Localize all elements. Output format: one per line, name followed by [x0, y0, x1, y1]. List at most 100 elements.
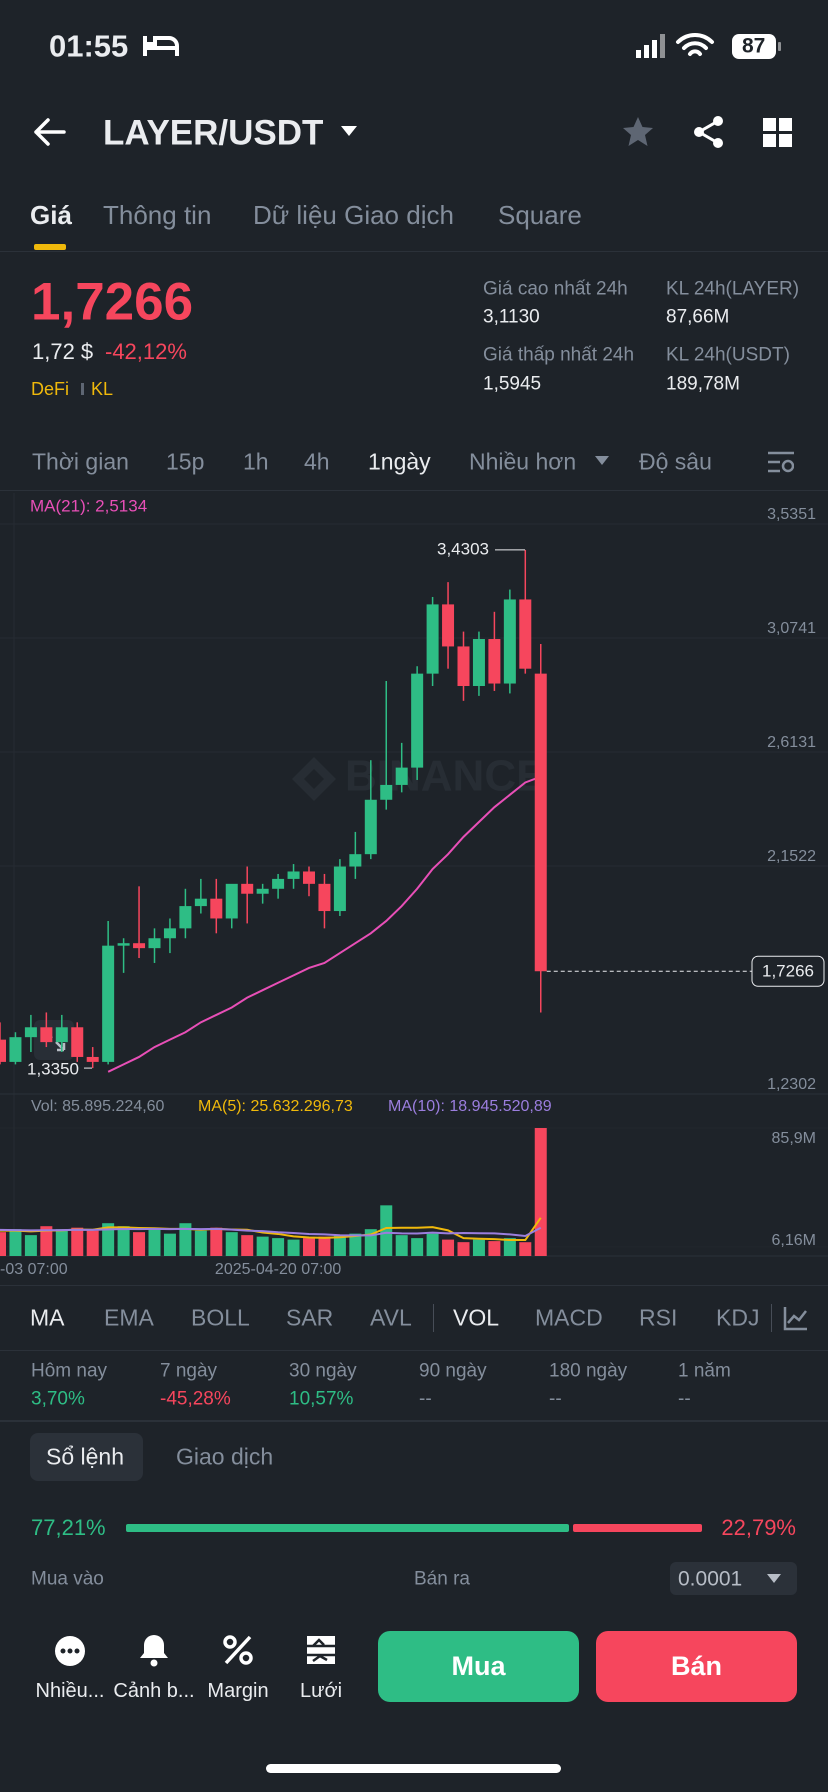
last-price-label: 1,7266 [762, 962, 814, 981]
y-tick-label: 6,16M [772, 1232, 816, 1249]
buy-button[interactable]: Mua [378, 1631, 579, 1702]
volume-bar [380, 1205, 393, 1256]
order-tab-bg[interactable] [30, 1433, 143, 1481]
stat-value: 1,5945 [483, 373, 542, 395]
volume-ma-line [0, 1226, 542, 1238]
precision-value[interactable]: 0.0001 [678, 1567, 743, 1591]
tab[interactable]: Thông tin [103, 200, 212, 230]
nav-label[interactable]: Cảnh b... [113, 1680, 195, 1702]
tab-indicator [34, 244, 66, 250]
candle-body [272, 878, 285, 889]
divider [0, 490, 828, 491]
volume-bar [241, 1235, 254, 1256]
x-tick-label: 2025-04-20 07:00 [215, 1261, 341, 1278]
candle-body [457, 646, 470, 687]
volume-bar [472, 1239, 485, 1256]
candle-body [86, 1056, 99, 1062]
tag[interactable]: DeFi [31, 379, 70, 399]
volume-bar [318, 1236, 331, 1256]
indicator[interactable]: MACD [535, 1304, 603, 1331]
indicator-settings[interactable] [783, 1305, 809, 1331]
order-tab-active[interactable]: Sổ lệnh [46, 1443, 125, 1470]
separator [433, 1304, 434, 1332]
interval-active[interactable]: 1ngày [368, 448, 431, 475]
perf-value: -- [678, 1388, 691, 1410]
annotation: 1,3350 [27, 1060, 79, 1079]
candle-body [519, 599, 532, 669]
y-tick-label: 2,1522 [767, 848, 816, 865]
interval[interactable]: 1h [243, 448, 269, 475]
ma-legend: MA(21): 2,5134 [30, 496, 147, 515]
volume-bar [102, 1223, 115, 1256]
interval[interactable]: 15p [166, 448, 205, 475]
back-button[interactable] [32, 116, 68, 148]
chart-settings[interactable] [768, 450, 794, 474]
indicator[interactable]: KDJ [716, 1304, 760, 1331]
favorite-button[interactable] [621, 115, 655, 149]
interval[interactable]: Độ sâu [639, 448, 712, 475]
fullscreen-bg[interactable] [34, 1020, 74, 1060]
layout-button[interactable] [763, 118, 793, 148]
nav-icon[interactable] [222, 1634, 254, 1666]
interval[interactable]: Nhiều hơn [469, 448, 577, 475]
pair-title[interactable]: LAYER/USDT [103, 113, 324, 153]
indicator[interactable]: BOLL [191, 1304, 250, 1331]
indicator-active[interactable]: MA [30, 1304, 65, 1331]
volume-bar [163, 1233, 176, 1256]
stat-label: KL 24h(LAYER) [666, 278, 800, 300]
sell-label: Bán ra [414, 1568, 470, 1590]
volume-bar [71, 1227, 84, 1256]
indicator[interactable]: AVL [370, 1304, 412, 1331]
fullscreen-icon[interactable] [34, 1020, 74, 1060]
tab[interactable]: Giá [30, 200, 72, 230]
y-tick-label: 1,2302 [767, 1076, 816, 1093]
nav-label[interactable]: Nhiều... [35, 1680, 105, 1702]
stat-label: Giá thấp nhất 24h [483, 344, 635, 366]
tab[interactable]: Dữ liệu Giao dịch [253, 200, 454, 230]
nav-label[interactable]: Margin [207, 1680, 269, 1702]
precision-caret[interactable] [767, 1574, 781, 1584]
candle-body [241, 883, 254, 894]
more-caret[interactable] [595, 456, 609, 466]
buy-ratio: 77,21% [31, 1515, 106, 1540]
candle-body [349, 854, 362, 867]
sell-ratio: 22,79% [721, 1515, 796, 1540]
perf-value: -- [419, 1388, 432, 1410]
nav-icon[interactable] [139, 1633, 169, 1667]
volume-bar [55, 1229, 68, 1256]
tab[interactable]: Square [498, 200, 582, 230]
volume-bar [503, 1238, 516, 1256]
share-button[interactable] [692, 115, 726, 149]
indicator[interactable]: EMA [104, 1304, 154, 1331]
nav-icon[interactable] [305, 1634, 337, 1666]
nav-label[interactable]: Lưới [299, 1680, 343, 1702]
candle-body [40, 1027, 53, 1043]
interval[interactable]: 4h [304, 448, 330, 475]
volume-bar [225, 1232, 238, 1256]
candle-body [0, 1039, 6, 1062]
candle-body [148, 938, 161, 949]
nav-icon[interactable] [54, 1635, 86, 1667]
perf-value: -45,28% [160, 1388, 231, 1410]
volume-bar [194, 1230, 207, 1256]
watermark-logo [292, 757, 336, 801]
indicator-active[interactable]: VOL [453, 1304, 500, 1331]
pair-dropdown[interactable] [340, 125, 358, 137]
candle-body [225, 883, 238, 919]
tag[interactable]: KL [91, 379, 114, 399]
candle-body [411, 673, 424, 768]
indicator[interactable]: RSI [639, 1304, 678, 1331]
order-tab[interactable]: Giao dịch [176, 1443, 274, 1470]
indicator[interactable]: SAR [286, 1304, 334, 1331]
interval[interactable]: Thời gian [32, 448, 129, 475]
perf-label: 7 ngày [160, 1360, 218, 1382]
stat-label: Giá cao nhất 24h [483, 278, 628, 300]
stat-value: 87,66M [666, 306, 730, 328]
usd-price: 1,72 $ [32, 339, 94, 364]
candle-body [9, 1037, 22, 1062]
sell-button[interactable]: Bán [596, 1631, 797, 1702]
volume-bar [488, 1241, 501, 1256]
perf-value: 3,70% [31, 1388, 85, 1410]
